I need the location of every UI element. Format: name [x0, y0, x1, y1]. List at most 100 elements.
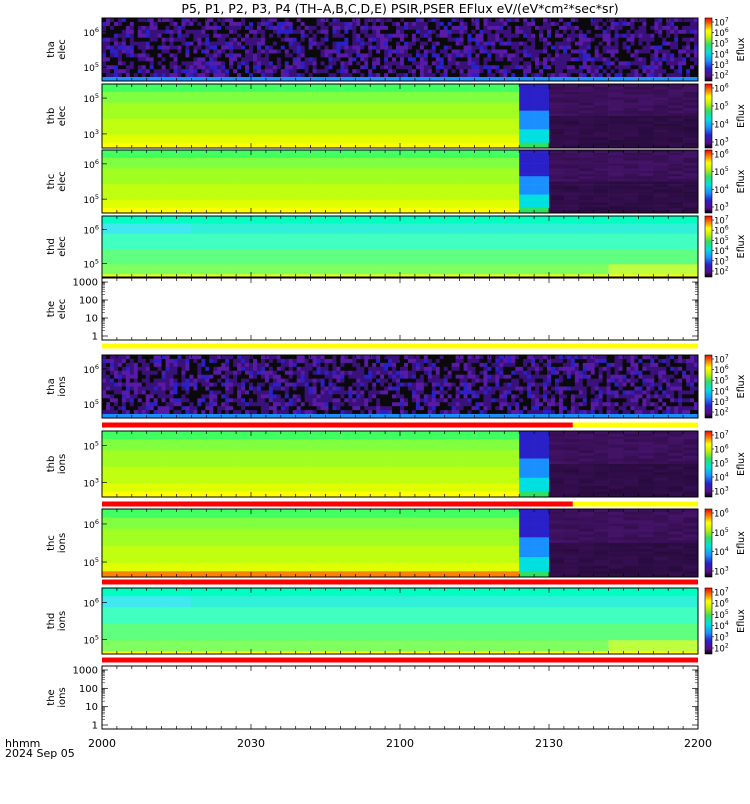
spectrogram-cell: [185, 61, 189, 65]
spectrogram-cell: [683, 203, 698, 206]
spectrogram-cell: [355, 121, 370, 124]
spectrogram-cell: [504, 179, 519, 182]
spectrogram-cell: [162, 73, 166, 77]
spectrogram-cell: [683, 205, 698, 208]
spectrogram-cell: [400, 200, 415, 203]
spectrogram-cell: [257, 26, 261, 30]
spectrogram-cell: [549, 89, 564, 92]
spectrogram-cell: [147, 92, 162, 95]
spectrogram-cell: [460, 103, 475, 106]
spectrogram-cell: [682, 46, 686, 50]
spectrogram-cell: [416, 30, 420, 34]
spectrogram-cell: [273, 69, 277, 73]
spectrogram-cell: [626, 38, 630, 42]
spectrogram-cell: [543, 61, 547, 65]
spectrogram-cell: [293, 34, 297, 38]
spectrogram-cell: [174, 61, 178, 65]
spectrogram-cell: [221, 174, 236, 177]
spectrogram-cell: [193, 38, 197, 42]
spectrogram-cell: [147, 153, 162, 156]
spectrogram-cell: [209, 57, 213, 61]
spectrogram-cell: [177, 38, 181, 42]
spectrogram-cell: [475, 26, 479, 30]
spectrogram-cell: [452, 42, 456, 46]
spectrogram-cell: [489, 132, 504, 135]
spectrogram-cell: [599, 53, 603, 57]
spectrogram-cell: [340, 224, 355, 227]
spectrogram-cell: [102, 108, 117, 111]
spectrogram-cell: [432, 26, 436, 30]
spectrogram-cell: [340, 116, 355, 119]
spectrogram-cell: [181, 50, 185, 54]
spectrogram-cell: [499, 46, 503, 50]
spectrogram-cell: [483, 73, 487, 77]
spectrogram-cell: [281, 124, 296, 127]
spectrogram-cell: [266, 132, 281, 135]
spectrogram-cell: [117, 234, 132, 237]
spectrogram-cell: [519, 111, 534, 114]
spectrogram-cell: [147, 176, 162, 179]
spectrogram-cell: [591, 30, 595, 34]
spectrogram-cell: [653, 189, 668, 192]
spectrogram-cell: [551, 50, 555, 54]
spectrogram-cell: [594, 87, 609, 90]
spectrogram-cell: [355, 176, 370, 179]
spectrogram-cell: [305, 26, 309, 30]
spectrogram-cell: [253, 30, 257, 34]
spectrogram-cell: [491, 38, 495, 42]
spectrogram-cell: [321, 42, 325, 46]
spectrogram-cell: [102, 87, 117, 90]
spectrogram-cell: [456, 50, 460, 54]
spectrogram-cell: [225, 38, 229, 42]
spectrogram-cell: [489, 111, 504, 114]
spectrogram-cell: [430, 205, 445, 208]
spectrogram-cell: [326, 140, 341, 143]
spectrogram-cell: [326, 143, 341, 146]
spectrogram-cell: [388, 18, 392, 22]
spectrogram-cell: [587, 38, 591, 42]
spectrogram-cell: [594, 108, 609, 111]
spectrogram-cell: [368, 50, 372, 54]
spectrogram-cell: [624, 182, 639, 185]
spectrogram-cell: [117, 200, 132, 203]
spectrogram-cell: [384, 69, 388, 73]
spectrogram-cell: [415, 116, 430, 119]
spectrogram-cell: [170, 46, 174, 50]
spectrogram-cell: [117, 208, 132, 211]
spectrogram-cell: [489, 200, 504, 203]
spectrogram-cell: [206, 236, 221, 239]
spectrogram-cell: [475, 234, 490, 237]
spectrogram-cell: [162, 140, 177, 143]
spectrogram-cell: [396, 26, 400, 30]
spectrogram-cell: [430, 132, 445, 135]
power-exponent: 6: [725, 149, 729, 156]
spectrogram-cell: [368, 42, 372, 46]
spectrogram-cell: [293, 61, 297, 65]
spectrogram-cell: [519, 153, 534, 156]
spectrogram-cell: [277, 53, 281, 57]
spectrogram-cell: [653, 89, 668, 92]
spectrogram-cell: [311, 124, 326, 127]
spectrogram-cell: [297, 53, 301, 57]
spectrogram-cell: [534, 121, 549, 124]
spectrogram-cell: [102, 221, 117, 224]
spectrogram-cell: [468, 30, 472, 34]
spectrogram-cell: [110, 42, 114, 46]
spectrogram-cell: [209, 42, 213, 46]
spectrogram-cell: [177, 97, 192, 100]
spectrogram-cell: [624, 158, 639, 161]
spectrogram-cell: [370, 100, 385, 103]
spectrogram-cell: [430, 189, 445, 192]
spectrogram-cell: [400, 189, 415, 192]
spectrogram-cell: [678, 38, 682, 42]
spectrogram-cell: [266, 87, 281, 90]
spectrogram-cell: [221, 176, 236, 179]
spectrogram-cell: [609, 168, 624, 171]
spectrogram-cell: [630, 22, 634, 26]
spectrogram-cell: [653, 171, 668, 174]
spectrogram-cell: [162, 203, 177, 206]
spectrogram-cell: [642, 26, 646, 30]
spectrogram-cell: [372, 57, 376, 61]
spectrogram-cell: [595, 69, 599, 73]
